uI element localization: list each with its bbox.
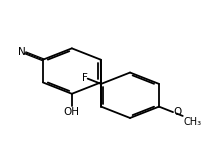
Text: N: N xyxy=(18,47,26,57)
Text: CH₃: CH₃ xyxy=(183,117,202,127)
Text: F: F xyxy=(82,73,88,83)
Text: OH: OH xyxy=(64,107,80,117)
Text: O: O xyxy=(174,107,182,117)
